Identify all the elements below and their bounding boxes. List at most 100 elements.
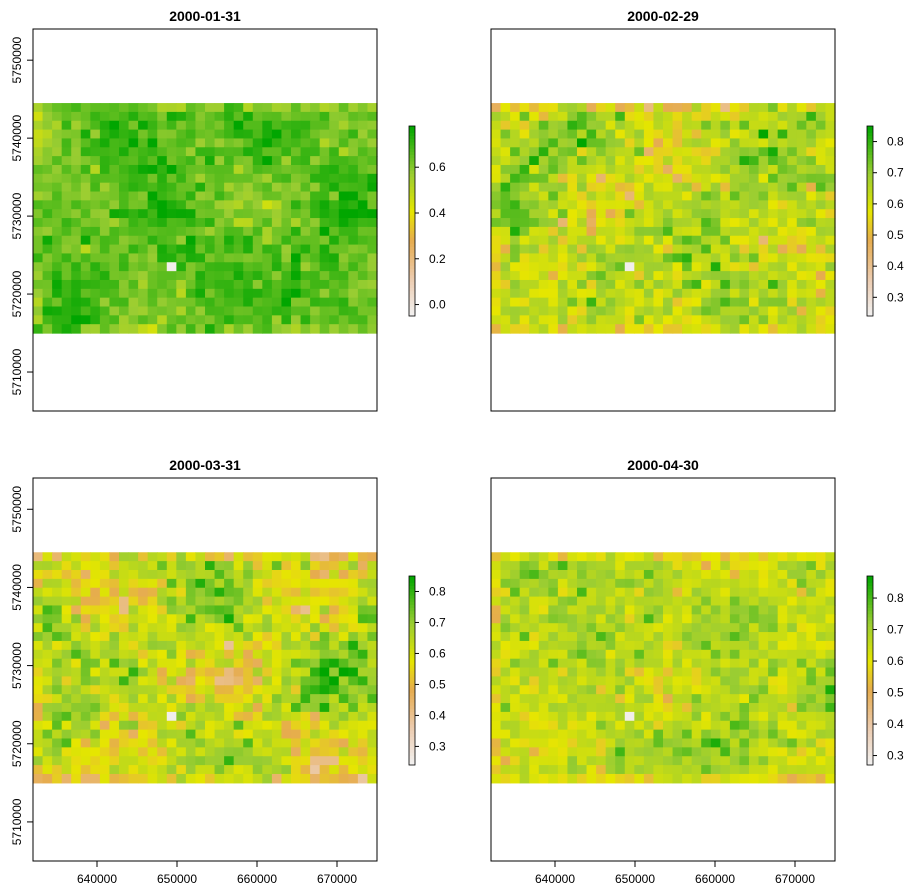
raster-cell xyxy=(510,324,521,334)
raster-cell xyxy=(367,765,378,775)
raster-cell xyxy=(777,596,788,607)
raster-cell xyxy=(329,156,340,166)
raster-cell xyxy=(643,182,655,193)
raster-cell xyxy=(567,279,578,290)
raster-cell xyxy=(806,262,817,272)
raster-cell xyxy=(157,200,168,210)
raster-cell xyxy=(710,649,721,660)
raster-cell xyxy=(300,306,311,316)
legend-swatch xyxy=(867,271,873,276)
raster-cell xyxy=(624,191,635,201)
raster-cell xyxy=(749,235,760,246)
raster-cell xyxy=(729,262,741,272)
raster-cell xyxy=(720,605,731,615)
raster-cell xyxy=(653,164,664,175)
raster-cell xyxy=(529,235,540,246)
raster-cell xyxy=(281,711,292,722)
raster-cell xyxy=(233,306,244,316)
raster-cell xyxy=(195,685,206,695)
legend-swatch xyxy=(867,667,873,671)
raster-cell xyxy=(71,596,82,607)
raster-cell xyxy=(806,685,817,695)
raster-cell xyxy=(243,569,254,580)
raster-cell xyxy=(214,120,225,131)
raster-cell xyxy=(109,587,120,598)
legend-swatch xyxy=(867,585,873,590)
raster-cell xyxy=(252,578,263,589)
panel-title: 2000-03-31 xyxy=(169,457,241,473)
raster-cell xyxy=(214,209,225,219)
raster-cell xyxy=(80,297,91,308)
raster-cell xyxy=(653,773,664,784)
raster-cell xyxy=(672,587,683,598)
raster-cell xyxy=(205,129,216,140)
raster-cell xyxy=(138,138,149,148)
raster-cell xyxy=(643,552,655,562)
raster-cell xyxy=(691,200,702,210)
raster-cell xyxy=(586,747,597,757)
legend-swatch xyxy=(409,698,415,703)
raster-cell xyxy=(119,552,130,562)
raster-cell xyxy=(663,773,674,784)
raster-cell xyxy=(262,209,273,219)
raster-cell xyxy=(624,218,635,228)
raster-cell xyxy=(682,103,693,113)
raster-cell xyxy=(357,605,369,615)
raster-cell xyxy=(768,632,779,642)
raster-cell xyxy=(119,147,130,157)
raster-cell xyxy=(643,703,655,713)
raster-cell xyxy=(80,262,91,272)
raster-cell xyxy=(615,324,626,334)
raster-cell xyxy=(596,632,607,642)
raster-cell xyxy=(720,569,731,580)
raster-cell xyxy=(99,129,111,140)
raster-cell xyxy=(624,306,635,316)
raster-cell xyxy=(157,738,168,748)
raster-cell xyxy=(710,667,721,678)
legend-swatch xyxy=(867,616,873,621)
raster-cell xyxy=(634,324,645,334)
raster-cell xyxy=(157,288,168,299)
raster-cell xyxy=(271,324,283,334)
raster-cell xyxy=(329,587,340,598)
raster-cell xyxy=(825,138,836,148)
raster-cell xyxy=(205,676,216,686)
raster-cell xyxy=(557,685,569,695)
raster-cell xyxy=(596,561,607,571)
raster-cell xyxy=(128,694,139,704)
raster-cell xyxy=(710,306,721,316)
raster-cell xyxy=(185,729,197,740)
legend-swatch xyxy=(409,588,415,593)
raster-cell xyxy=(624,315,635,325)
raster-cell xyxy=(691,226,702,237)
raster-cell xyxy=(815,111,827,122)
raster-cell xyxy=(557,218,569,228)
raster-cell xyxy=(291,729,302,740)
raster-cell xyxy=(90,552,101,562)
raster-cell xyxy=(729,756,741,766)
raster-cell xyxy=(624,640,635,651)
raster-cell xyxy=(557,605,569,615)
raster-cell xyxy=(80,649,91,660)
raster-cell xyxy=(243,667,254,678)
raster-cell xyxy=(128,103,139,113)
raster-cell xyxy=(119,191,130,201)
raster-cell xyxy=(577,703,588,713)
raster-cell xyxy=(577,262,588,272)
raster-cell xyxy=(61,173,72,184)
raster-cell xyxy=(357,173,369,184)
legend-swatch xyxy=(409,145,415,149)
raster-cell xyxy=(529,667,540,678)
raster-cell xyxy=(701,756,712,766)
raster-cell xyxy=(672,200,683,210)
raster-cell xyxy=(519,676,530,686)
raster-cell xyxy=(577,129,588,140)
raster-cell xyxy=(310,640,321,651)
raster-cell xyxy=(758,297,769,308)
raster-cell xyxy=(815,164,827,175)
raster-cell xyxy=(90,164,101,175)
legend-swatch xyxy=(867,154,873,159)
raster-cell xyxy=(491,552,502,562)
raster-cell xyxy=(710,703,721,713)
raster-cell xyxy=(777,729,788,740)
